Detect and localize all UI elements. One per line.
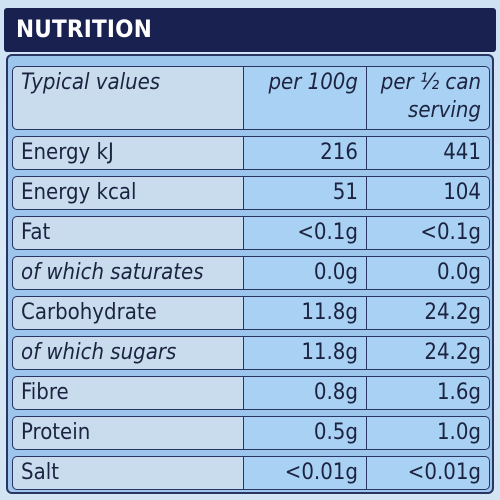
- nutrition-table-panel: Typical values per 100g per ½ can servin…: [6, 54, 494, 494]
- value-per-serving: 24.2g: [366, 336, 490, 370]
- nutrient-name: Energy kJ: [12, 136, 243, 170]
- table-row: Energy kcal 51 104: [12, 176, 490, 210]
- value-per-serving: <0.1g: [366, 216, 490, 250]
- nutrient-name: of which sugars: [12, 336, 243, 370]
- table-row: of which saturates 0.0g 0.0g: [12, 256, 490, 290]
- value-per-serving: 1.6g: [366, 376, 490, 410]
- value-per-serving: 441: [366, 136, 490, 170]
- value-per-serving: 0.0g: [366, 256, 490, 290]
- header-per-100g: per 100g: [242, 66, 367, 130]
- table-row: Salt <0.01g <0.01g: [12, 456, 490, 490]
- nutrient-name: Energy kcal: [12, 176, 243, 210]
- table-row: of which sugars 11.8g 24.2g: [12, 336, 490, 370]
- table-row: Protein 0.5g 1.0g: [12, 416, 490, 450]
- nutrient-name: Fat: [12, 216, 243, 250]
- header-typical-values: Typical values: [12, 66, 243, 130]
- header-per-serving: per ½ can serving: [366, 66, 490, 130]
- nutrition-table: Typical values per 100g per ½ can servin…: [12, 60, 490, 496]
- table-row: Fat <0.1g <0.1g: [12, 216, 490, 250]
- value-per-serving: <0.01g: [366, 456, 490, 490]
- value-per-serving: 24.2g: [366, 296, 490, 330]
- header-per-serving-line1: per ½ can: [380, 70, 481, 95]
- nutrient-name: Salt: [12, 456, 243, 490]
- nutrient-name: Carbohydrate: [12, 296, 243, 330]
- value-per-100g: <0.01g: [242, 456, 367, 490]
- value-per-100g: <0.1g: [242, 216, 367, 250]
- nutrition-title: NUTRITION: [16, 15, 152, 43]
- value-per-100g: 11.8g: [242, 296, 367, 330]
- nutrient-name: of which saturates: [12, 256, 243, 290]
- value-per-serving: 104: [366, 176, 490, 210]
- nutrient-name: Fibre: [12, 376, 243, 410]
- table-row: Fibre 0.8g 1.6g: [12, 376, 490, 410]
- table-row: Carbohydrate 11.8g 24.2g: [12, 296, 490, 330]
- value-per-100g: 51: [242, 176, 367, 210]
- table-row: Energy kJ 216 441: [12, 136, 490, 170]
- nutrient-name: Protein: [12, 416, 243, 450]
- value-per-100g: 0.8g: [242, 376, 367, 410]
- nutrition-header: NUTRITION: [4, 8, 496, 52]
- header-per-serving-line2: serving: [408, 98, 481, 123]
- table-header-row: Typical values per 100g per ½ can servin…: [12, 66, 490, 130]
- value-per-100g: 0.5g: [242, 416, 367, 450]
- value-per-serving: 1.0g: [366, 416, 490, 450]
- value-per-100g: 0.0g: [242, 256, 367, 290]
- value-per-100g: 216: [242, 136, 367, 170]
- value-per-100g: 11.8g: [242, 336, 367, 370]
